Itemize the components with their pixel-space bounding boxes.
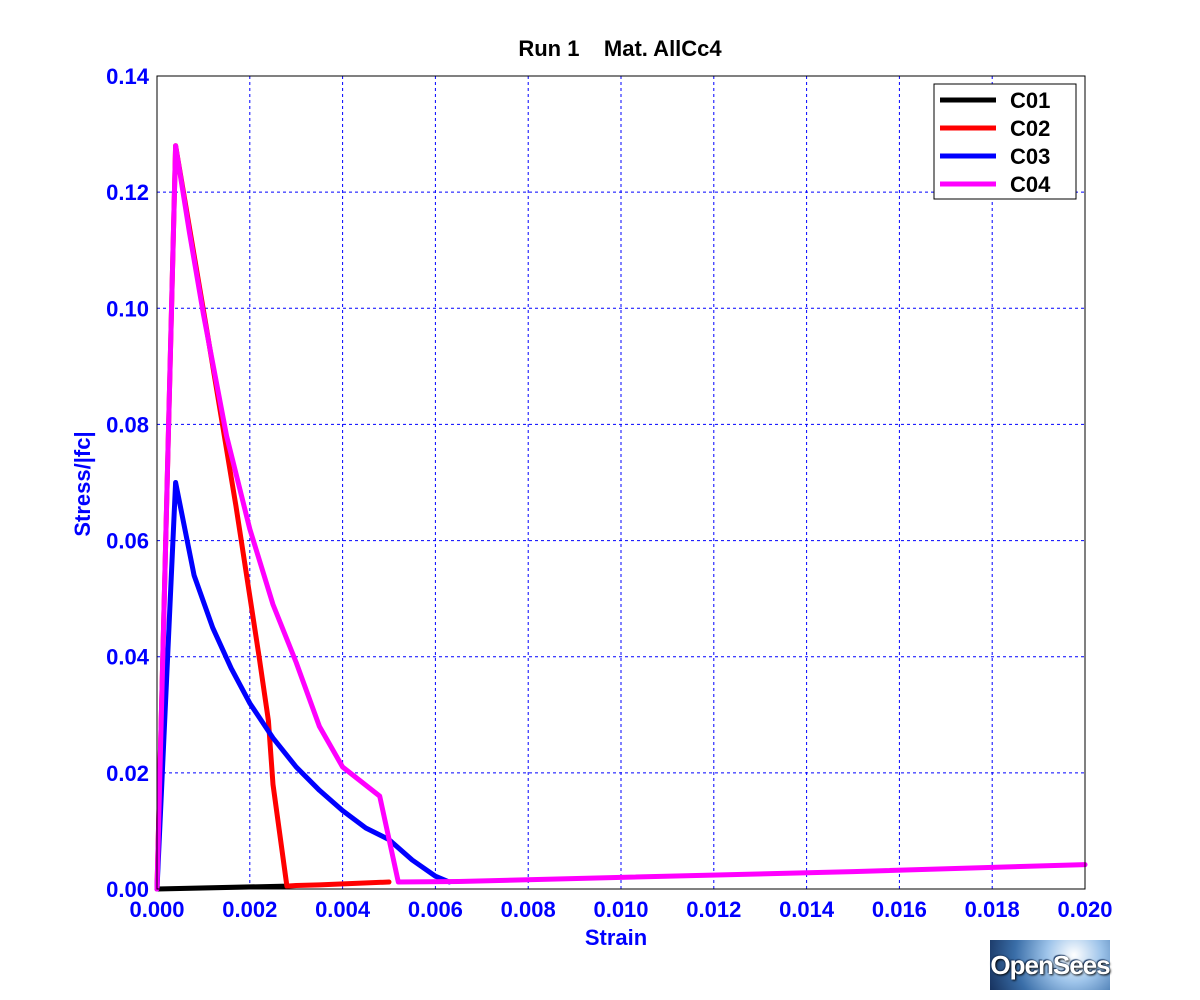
y-tick-label: 0.04	[106, 645, 150, 670]
y-tick-label: 0.14	[106, 64, 150, 89]
y-tick-label: 0.10	[106, 296, 149, 321]
series-line-c04	[154, 143, 1088, 892]
x-tick-label: 0.004	[315, 897, 371, 922]
y-axis-label: Stress/|fc|	[70, 431, 95, 536]
x-tick-label: 0.008	[501, 897, 556, 922]
y-tick-label: 0.06	[106, 529, 149, 554]
x-axis-label: Strain	[585, 925, 647, 950]
x-tick-label: 0.010	[593, 897, 648, 922]
legend-label-c01: C01	[1010, 88, 1050, 113]
chart-title: Run 1 Mat. AllCc4	[518, 36, 722, 61]
logo-text: OpenSees	[990, 949, 1110, 980]
legend-label-c03: C03	[1010, 144, 1050, 169]
x-tick-label: 0.012	[686, 897, 741, 922]
y-tick-label: 0.02	[106, 761, 149, 786]
x-tick-labels: 0.000 0.002 0.004 0.006 0.008 0.010 0.012 0.014…	[129, 897, 1112, 922]
x-tick-label: 0.020	[1057, 897, 1112, 922]
x-tick-label: 0.000	[129, 897, 184, 922]
opensees-logo: OpenSees	[990, 940, 1111, 990]
y-tick-label: 0.08	[106, 412, 149, 437]
legend: C01 C02 C03 C04	[933, 83, 1077, 200]
plot-frame	[156, 75, 1086, 890]
y-tick-label: 0.00	[106, 877, 149, 902]
legend-box	[933, 83, 1077, 200]
y-tick-labels: 0.00 0.02 0.04 0.06 0.08 0.10 0.12 0.14	[106, 64, 150, 902]
legend-label-c04: C04	[1010, 172, 1051, 197]
x-tick-label: 0.018	[965, 897, 1020, 922]
x-tick-label: 0.002	[222, 897, 277, 922]
grid-lines	[157, 76, 1085, 889]
plot-area	[157, 76, 1085, 889]
x-tick-label: 0.014	[779, 897, 835, 922]
legend-label-c02: C02	[1010, 116, 1050, 141]
series-line-c03	[154, 480, 452, 892]
y-tick-label: 0.12	[106, 180, 149, 205]
x-tick-label: 0.006	[408, 897, 463, 922]
x-tick-label: 0.016	[872, 897, 927, 922]
